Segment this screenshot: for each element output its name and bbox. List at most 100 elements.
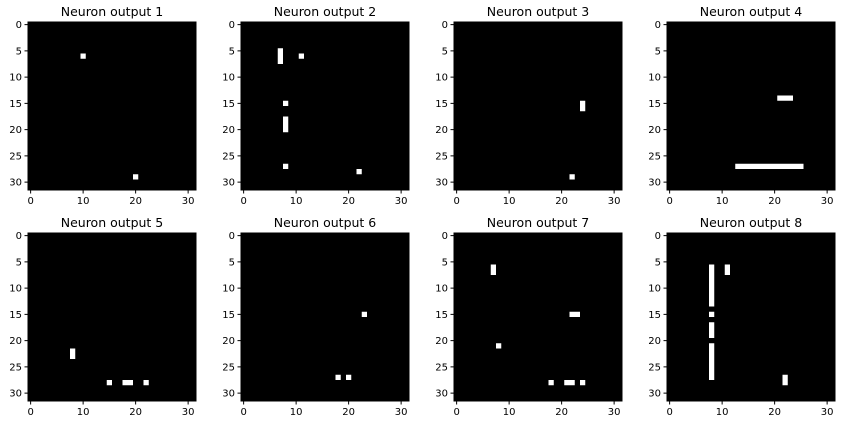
image-background <box>28 233 196 401</box>
x-tick-label: 0 <box>240 196 246 207</box>
y-tick-label: 10 <box>222 73 235 84</box>
active-pixel <box>356 169 362 175</box>
active-pixel <box>283 100 289 106</box>
subplot-3: Neuron output 3 0 10 20 30 0 5 10 15 20 25 30 <box>435 4 623 207</box>
y-tick-label: 30 <box>435 389 448 400</box>
active-pixel <box>709 264 715 307</box>
y-tick-label: 15 <box>9 310 22 321</box>
x-tick-label: 10 <box>503 196 516 207</box>
axes-frame <box>453 21 623 191</box>
y-tick-label: 25 <box>648 362 661 373</box>
y-tick-label: 5 <box>442 257 448 268</box>
y-tick-label: 25 <box>9 151 22 162</box>
active-pixel <box>335 374 341 380</box>
y-tick-label: 25 <box>9 362 22 373</box>
axes-frame <box>27 21 197 191</box>
y-tick-label: 10 <box>9 73 22 84</box>
y-tick-label: 10 <box>435 73 448 84</box>
image-background <box>241 22 409 190</box>
y-tick-label: 0 <box>229 231 235 242</box>
image-background <box>454 22 622 190</box>
subplot-6: Neuron output 6 0 10 20 30 0 5 10 15 20 25 30 <box>222 215 410 418</box>
subplot-title: Neuron output 5 <box>61 215 164 230</box>
active-pixel <box>283 116 289 133</box>
y-tick-label: 5 <box>16 257 22 268</box>
y-tick-label: 25 <box>222 151 235 162</box>
y-tick-label: 20 <box>222 125 235 136</box>
active-pixel <box>709 343 715 380</box>
y-tick-label: 20 <box>435 125 448 136</box>
subplot-title: Neuron output 3 <box>487 4 590 19</box>
active-pixel <box>143 380 149 386</box>
y-tick-label: 15 <box>222 310 235 321</box>
active-pixel <box>580 100 586 112</box>
y-tick-label: 20 <box>648 336 661 347</box>
x-tick-label: 0 <box>27 196 33 207</box>
subplot-5: Neuron output 5 0 10 20 30 0 5 10 15 20 25 30 <box>9 215 197 418</box>
subplot-2: Neuron output 2 0 10 20 30 0 5 10 15 20 25 30 <box>222 4 410 207</box>
x-tick-label: 0 <box>240 407 246 418</box>
axes-frame <box>453 232 623 402</box>
active-pixel <box>346 374 352 380</box>
y-tick-label: 25 <box>435 151 448 162</box>
x-tick-label: 0 <box>666 196 672 207</box>
active-pixel <box>277 48 283 64</box>
x-tick-label: 30 <box>182 196 195 207</box>
y-tick-label: 5 <box>655 257 661 268</box>
y-tick-label: 0 <box>16 20 22 31</box>
axes-frame <box>240 21 410 191</box>
active-pixel <box>724 264 730 275</box>
x-tick-label: 10 <box>77 196 90 207</box>
active-pixel <box>361 311 367 317</box>
axes-frame <box>27 232 197 402</box>
x-tick-label: 30 <box>821 196 834 207</box>
y-tick-label: 25 <box>648 151 661 162</box>
image-background <box>667 233 835 401</box>
y-tick-label: 10 <box>222 284 235 295</box>
axes-frame <box>240 232 410 402</box>
y-tick-label: 20 <box>435 336 448 347</box>
active-pixel <box>283 163 289 169</box>
active-pixel <box>80 53 86 59</box>
x-tick-label: 10 <box>77 407 90 418</box>
active-pixel <box>709 311 715 317</box>
x-tick-label: 10 <box>503 407 516 418</box>
x-tick-label: 10 <box>290 196 303 207</box>
x-tick-label: 30 <box>395 407 408 418</box>
y-tick-label: 10 <box>435 284 448 295</box>
active-pixel <box>298 53 304 59</box>
subplot-title: Neuron output 7 <box>487 215 590 230</box>
y-tick-label: 0 <box>655 231 661 242</box>
y-tick-label: 30 <box>648 389 661 400</box>
subplot-title: Neuron output 1 <box>61 4 164 19</box>
y-tick-label: 15 <box>222 99 235 110</box>
y-tick-label: 5 <box>442 46 448 57</box>
x-tick-label: 0 <box>453 407 459 418</box>
y-tick-label: 0 <box>229 20 235 31</box>
x-tick-label: 30 <box>182 407 195 418</box>
y-tick-label: 30 <box>9 389 22 400</box>
active-pixel <box>496 343 502 349</box>
y-tick-label: 5 <box>655 46 661 57</box>
y-tick-label: 5 <box>229 46 235 57</box>
y-tick-label: 20 <box>9 336 22 347</box>
active-pixel <box>709 322 715 338</box>
active-pixel <box>735 163 804 169</box>
y-tick-label: 0 <box>16 231 22 242</box>
active-pixel <box>490 264 496 275</box>
image-background <box>241 233 409 401</box>
x-tick-label: 0 <box>27 407 33 418</box>
image-background <box>454 233 622 401</box>
x-tick-label: 20 <box>768 196 781 207</box>
subplot-1: Neuron output 1 0 10 20 30 0 5 10 15 20 25 30 <box>9 4 197 207</box>
subplot-title: Neuron output 8 <box>700 215 803 230</box>
active-pixel <box>70 348 76 359</box>
active-pixel <box>133 174 139 180</box>
active-pixel <box>106 380 112 386</box>
y-tick-label: 25 <box>222 362 235 373</box>
subplot-8: Neuron output 8 0 10 20 30 0 5 10 15 20 25 30 <box>648 215 836 418</box>
x-tick-label: 0 <box>666 407 672 418</box>
y-tick-label: 25 <box>435 362 448 373</box>
subplot-title: Neuron output 2 <box>274 4 377 19</box>
x-tick-label: 20 <box>129 407 142 418</box>
